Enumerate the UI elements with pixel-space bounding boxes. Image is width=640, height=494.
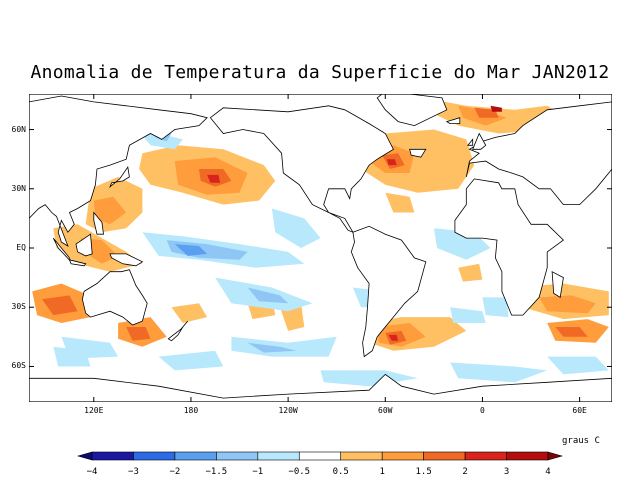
colorbar-tick-label: 3 bbox=[504, 467, 509, 477]
colorbar-swatch bbox=[133, 451, 176, 461]
anomaly-patch bbox=[385, 192, 415, 213]
anomaly-patch bbox=[93, 196, 127, 225]
colorbar-tick-label: −4 bbox=[87, 467, 98, 477]
anomaly-patch bbox=[53, 346, 91, 367]
colorbar-over-triangle bbox=[547, 451, 564, 461]
colorbar: −4 −3 −2 −1.5 −1 −0.5 0.5 1 1.5 2 3 4 bbox=[76, 451, 564, 477]
south-america-landmass bbox=[350, 225, 427, 358]
anomaly-patch bbox=[539, 295, 596, 314]
anomaly-patch bbox=[450, 362, 548, 383]
lat-tick-label: 30S bbox=[11, 302, 26, 312]
lat-tick-label: 60S bbox=[11, 361, 26, 371]
lon-tick-label: 180 bbox=[183, 406, 199, 415]
australia-landmass bbox=[81, 269, 148, 326]
anomaly-patch bbox=[386, 159, 397, 166]
anomaly-patch bbox=[174, 244, 208, 256]
colorbar-swatch bbox=[340, 451, 383, 461]
anomaly-patch bbox=[271, 208, 321, 248]
asia-east-landmass bbox=[29, 95, 208, 247]
anomaly-patch bbox=[555, 327, 588, 337]
colorbar-swatch bbox=[174, 451, 217, 461]
island bbox=[93, 211, 104, 235]
anomaly-patch bbox=[247, 287, 289, 304]
colorbar-tick-label: −3 bbox=[128, 467, 139, 477]
lon-tick-label: 120W bbox=[278, 406, 298, 415]
colorbar-swatch bbox=[381, 451, 424, 461]
map-title: Anomalia de Temperatura da Superficie do… bbox=[30, 62, 610, 83]
antarctica-landmass bbox=[29, 373, 612, 402]
island bbox=[109, 253, 144, 267]
anomaly-patch bbox=[458, 263, 483, 282]
colorbar-swatch bbox=[423, 451, 466, 461]
colorbar-under-triangle bbox=[76, 451, 93, 461]
island bbox=[75, 233, 93, 257]
africa-landmass bbox=[454, 178, 565, 316]
island bbox=[472, 132, 487, 150]
sst-anomaly-map bbox=[29, 94, 612, 402]
lon-tick-label: 60W bbox=[378, 406, 393, 415]
island bbox=[445, 117, 461, 124]
colorbar-tick-label: −2 bbox=[169, 467, 180, 477]
lon-tick-label: 120E bbox=[84, 406, 104, 415]
anomaly-patch bbox=[388, 334, 399, 341]
anomaly-patch bbox=[320, 370, 418, 387]
anomaly-patch bbox=[231, 336, 337, 357]
lat-tick-label: EQ bbox=[16, 243, 26, 252]
lon-tick-label: 0 bbox=[480, 406, 485, 415]
colorbar-tick-label: −0.5 bbox=[288, 467, 310, 477]
colorbar-tick-label: −1.5 bbox=[206, 467, 228, 477]
anomaly-patch bbox=[126, 327, 151, 341]
lat-tick-label: 60N bbox=[11, 124, 26, 134]
colorbar-tick-label: −1 bbox=[252, 467, 263, 477]
anomaly-patch bbox=[450, 307, 486, 323]
north-america-landmass bbox=[209, 105, 394, 234]
colorbar-units: graus C bbox=[562, 436, 600, 446]
colorbar-swatch bbox=[216, 451, 259, 461]
island bbox=[167, 320, 189, 342]
colorbar-swatch bbox=[257, 451, 300, 461]
island bbox=[467, 138, 474, 146]
anomaly-fill-layer bbox=[32, 99, 609, 387]
anomaly-patch bbox=[247, 342, 297, 353]
colorbar-tick-label: 1 bbox=[379, 467, 384, 477]
colorbar-tick-label: 2 bbox=[462, 467, 467, 477]
colorbar-swatch bbox=[506, 451, 549, 461]
anomaly-patch bbox=[207, 174, 221, 183]
lat-tick-label: 30N bbox=[11, 183, 26, 193]
anomaly-patch bbox=[158, 350, 224, 371]
island bbox=[68, 259, 87, 267]
island bbox=[109, 166, 130, 189]
anomaly-patch bbox=[171, 303, 208, 323]
colorbar-swatch bbox=[91, 451, 134, 461]
island bbox=[551, 271, 564, 299]
colorbar-swatch bbox=[298, 451, 342, 461]
greenland-landmass bbox=[376, 94, 448, 127]
anomaly-patch bbox=[490, 105, 502, 112]
colorbar-tick-label: 1.5 bbox=[416, 467, 432, 477]
colorbar-swatch bbox=[464, 451, 507, 461]
coastlines bbox=[29, 94, 612, 402]
island bbox=[409, 148, 427, 158]
anomaly-patch bbox=[42, 295, 78, 316]
colorbar-tick-label: 4 bbox=[545, 467, 550, 477]
anomaly-patch bbox=[547, 356, 609, 375]
colorbar-tick-label: 0.5 bbox=[333, 467, 349, 477]
lon-tick-label: 60E bbox=[572, 406, 587, 415]
anomaly-patch bbox=[482, 297, 509, 318]
